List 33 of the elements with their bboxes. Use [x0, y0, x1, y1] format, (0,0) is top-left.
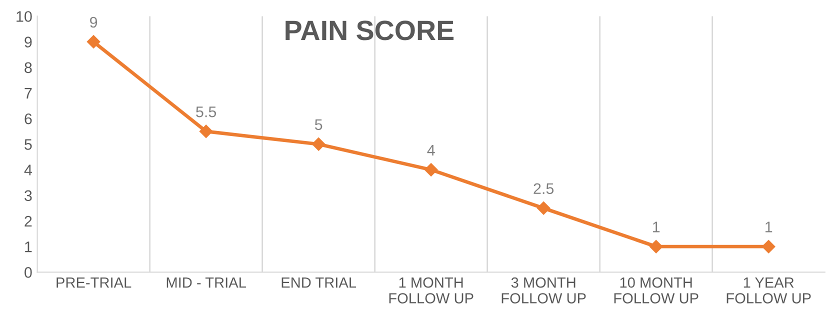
y-tick-label: 7: [24, 88, 32, 99]
y-tick-label: 10: [16, 11, 32, 22]
x-tick-label: 10 MONTH FOLLOW UP: [614, 277, 698, 304]
point: [199, 124, 213, 138]
data-label: 1: [766, 222, 772, 232]
data-label: 2.5: [534, 183, 554, 194]
y-tick-label: 5: [24, 139, 32, 150]
x-tick-label: 1 YEAR FOLLOW UP: [726, 278, 811, 304]
point: [312, 138, 326, 151]
x-tick-label: 1 MONTH FOLLOW UP: [389, 277, 474, 304]
point: [424, 163, 438, 176]
y-tick-label: 0: [24, 267, 32, 278]
y-tick-label: 9: [24, 36, 32, 48]
data-label: 9: [90, 16, 98, 28]
x-tick-label: 3 MONTH FOLLOW UP: [502, 277, 586, 304]
chart-title: PAIN SCORE: [286, 20, 454, 40]
y-tick-label: 3: [24, 190, 32, 202]
point: [537, 202, 550, 215]
y-tick-label: 6: [24, 113, 32, 124]
x-tick-label: PRE-TRIAL: [56, 278, 132, 288]
data-label: 4: [427, 144, 435, 156]
x-tick-label: MID - TRIAL: [166, 278, 246, 288]
point: [650, 240, 663, 254]
x-tick-label: END TRIAL: [282, 278, 356, 288]
data-label: 5.5: [196, 106, 216, 118]
y-tick-label: 2: [24, 216, 32, 227]
point: [86, 35, 100, 48]
data-label: 1: [653, 222, 660, 232]
y-tick-label: 4: [24, 164, 32, 176]
point: [762, 240, 776, 254]
data-label: 5: [314, 119, 322, 130]
y-tick-label: 1: [25, 242, 32, 252]
y-tick-label: 8: [24, 62, 32, 74]
